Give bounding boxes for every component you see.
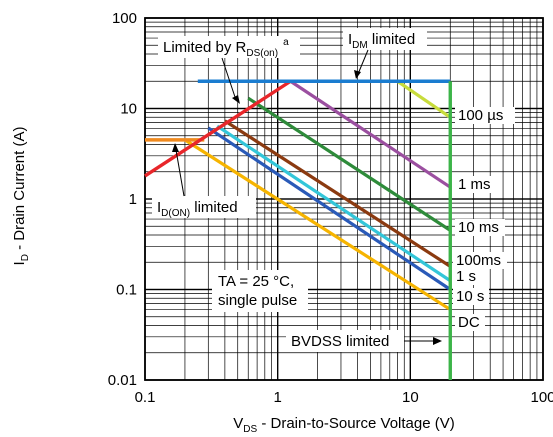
curve-label-ldc: DC: [458, 314, 480, 331]
idm-annotation: IDM limited: [343, 28, 427, 79]
y-axis-title: ID - Drain Current (A): [11, 127, 31, 266]
bvdss-arrowhead: [433, 337, 442, 345]
condition-annotation: TA = 25 °C, single pulse: [212, 270, 308, 312]
series-line-1ms: [289, 79, 452, 189]
idon-arrow: [175, 149, 185, 197]
curve-label-bg: [453, 288, 489, 305]
curve-label-bg: [455, 107, 515, 124]
x-tick-label: 1: [273, 389, 281, 406]
x-tick-label: 0.1: [135, 389, 156, 406]
rds-arrow: [221, 57, 237, 101]
curve-label-l1s: 1 s: [456, 268, 476, 285]
curve-label-bg: [453, 252, 507, 269]
svg-text:BVDSS limited: BVDSS limited: [291, 333, 389, 350]
idm-arrow: [357, 49, 369, 75]
plot-frame: [144, 17, 544, 381]
x-axis-title: VDS - Drain-to-Source Voltage (V): [233, 415, 455, 435]
rds-arrowhead: [232, 95, 240, 104]
idm-arrowhead: [354, 70, 361, 79]
series-line-100ms: [224, 119, 452, 268]
x-tick-label: 100: [530, 389, 553, 406]
series-line-1s: [216, 124, 452, 283]
rds-annotation: Limited by RDS(on)a: [158, 36, 300, 104]
x-tick-label: 10: [402, 389, 419, 406]
svg-text:IDM limited: IDM limited: [348, 31, 415, 51]
bvdss-annotation: BVDSS limited: [286, 330, 442, 352]
condition-line-1: TA = 25 °C,: [218, 273, 294, 290]
curve-label-l100us: 100 µs: [458, 107, 503, 124]
idon-arrowhead: [172, 143, 179, 152]
series-line-100us: [396, 79, 452, 119]
series-line-10s: [207, 126, 452, 291]
limit-line-rds: [144, 79, 292, 178]
curve-label-l10s: 10 s: [456, 288, 484, 305]
curve-label-bg: [455, 176, 497, 193]
curve-label-l1ms: 1 ms: [458, 176, 491, 193]
curve-label-l10ms: 10 ms: [458, 219, 499, 236]
curve-label-bg: [453, 268, 483, 285]
curve-label-bg: [455, 219, 505, 236]
y-tick-label: 0.01: [108, 372, 137, 389]
limit-lines: [144, 79, 452, 380]
curve-label-l100ms: 100ms: [456, 252, 501, 269]
svg-text:Limited by RDS(on)a: Limited by RDS(on)a: [163, 37, 289, 59]
series-layer: [184, 79, 452, 311]
y-tick-label: 1: [129, 191, 137, 208]
condition-line-2: single pulse: [218, 292, 297, 309]
series-line-10ms: [247, 96, 452, 232]
curve-label-bg: [455, 314, 485, 331]
y-tick-label: 10: [120, 101, 137, 118]
y-tick-label: 0.1: [116, 282, 137, 299]
series-line-DC: [184, 138, 452, 311]
idon-annotation: ID(ON) limited: [152, 143, 256, 219]
svg-text:ID(ON) limited: ID(ON) limited: [157, 199, 238, 219]
y-tick-label: 100: [112, 10, 137, 27]
